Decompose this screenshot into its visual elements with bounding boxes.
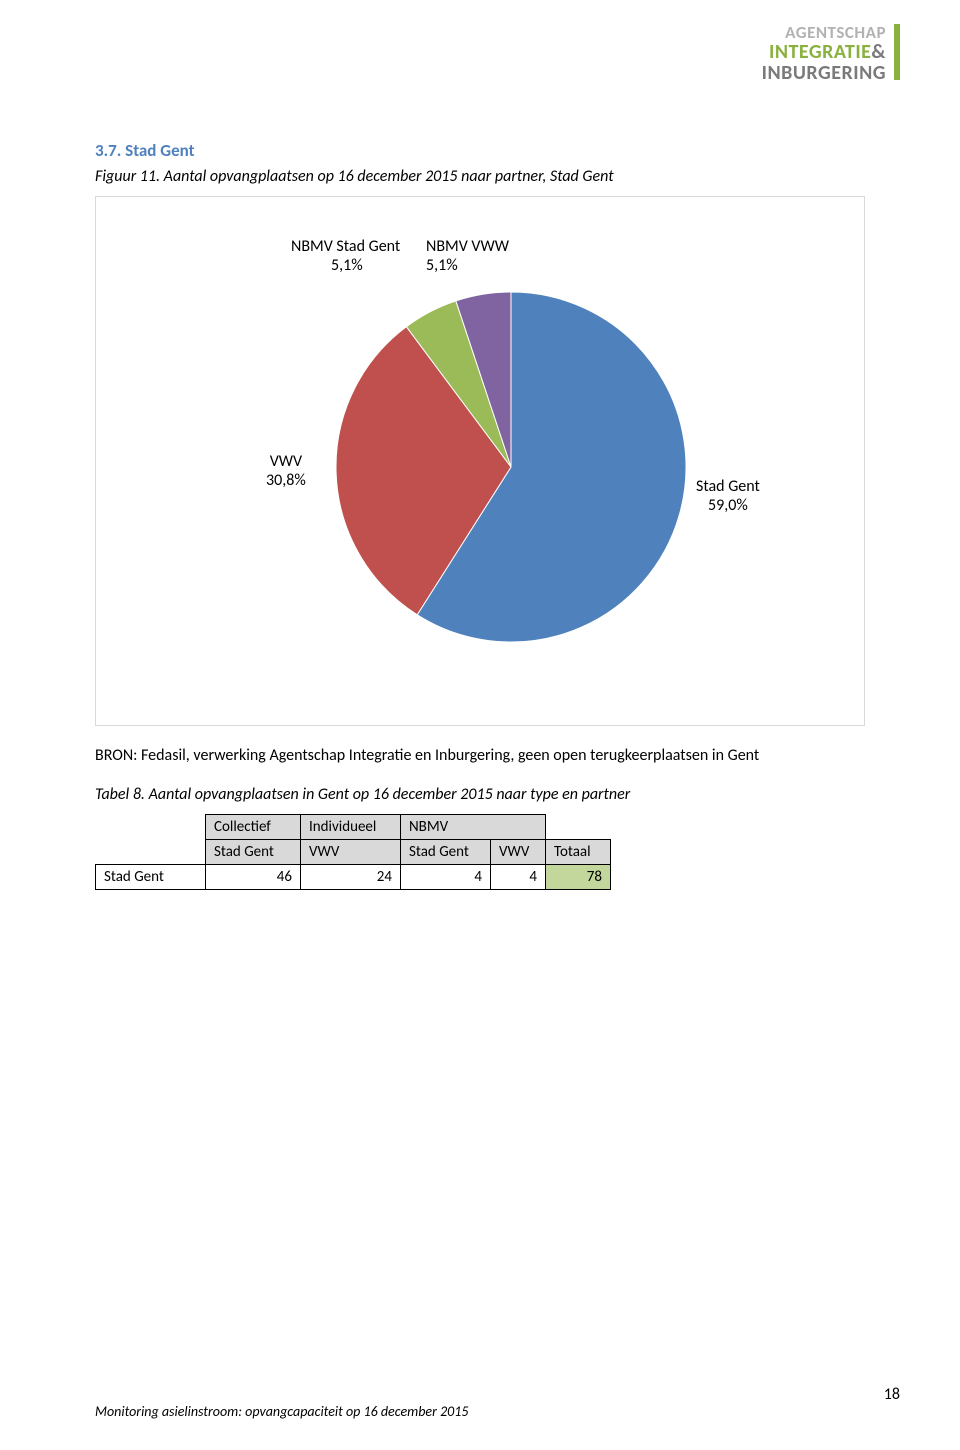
source-text: BRON: Fedasil, verwerking Agentschap Int… <box>95 746 865 765</box>
table-header: Individueel <box>301 815 401 840</box>
table-cell: 24 <box>301 865 401 890</box>
table-cell: 46 <box>206 865 301 890</box>
section-title: 3.7. Stad Gent <box>95 140 865 161</box>
table-header: NBMV <box>401 815 546 840</box>
footer: Monitoring asielinstroom: opvangcapacite… <box>95 1403 900 1420</box>
table-header-row-1: Collectief Individueel NBMV <box>96 815 611 840</box>
table-header: VWV <box>491 840 546 865</box>
logo-line2: INTEGRATIE& <box>762 42 886 63</box>
table-cell: 4 <box>491 865 546 890</box>
table-caption: Tabel 8. Aantal opvangplaatsen in Gent o… <box>95 785 865 804</box>
table-header-row-2: Stad Gent VWV Stad Gent VWV Totaal <box>96 840 611 865</box>
pie-label-stad-gent: Stad Gent 59,0% <box>696 477 760 515</box>
logo-line3: INBURGERING <box>762 63 886 84</box>
data-table: Collectief Individueel NBMV Stad Gent VW… <box>95 814 611 890</box>
table-header: Collectief <box>206 815 301 840</box>
table-header: VWV <box>301 840 401 865</box>
pie-chart-container: Stad Gent 59,0% VWV 30,8% NBMV Stad Gent… <box>95 196 865 726</box>
pie-label-nbmv-stad-gent: NBMV Stad Gent 5,1% <box>291 237 400 275</box>
pie-label-vwv: VWV 30,8% <box>266 452 306 490</box>
logo-bar <box>894 24 900 80</box>
table-header: Stad Gent <box>401 840 491 865</box>
table-header: Totaal <box>546 840 611 865</box>
page-number: 18 <box>884 1385 900 1420</box>
table-cell: 4 <box>401 865 491 890</box>
figure-caption: Figuur 11. Aantal opvangplaatsen op 16 d… <box>95 167 865 186</box>
footer-text: Monitoring asielinstroom: opvangcapacite… <box>95 1403 468 1420</box>
pie-label-nbmv-vww: NBMV VWW 5,1% <box>426 237 509 275</box>
table-row: Stad Gent 46 24 4 4 78 <box>96 865 611 890</box>
table-cell-total: 78 <box>546 865 611 890</box>
pie-chart <box>336 292 686 642</box>
table-header: Stad Gent <box>206 840 301 865</box>
logo: AGENTSCHAP INTEGRATIE& INBURGERING <box>762 24 900 84</box>
table-row-label: Stad Gent <box>96 865 206 890</box>
